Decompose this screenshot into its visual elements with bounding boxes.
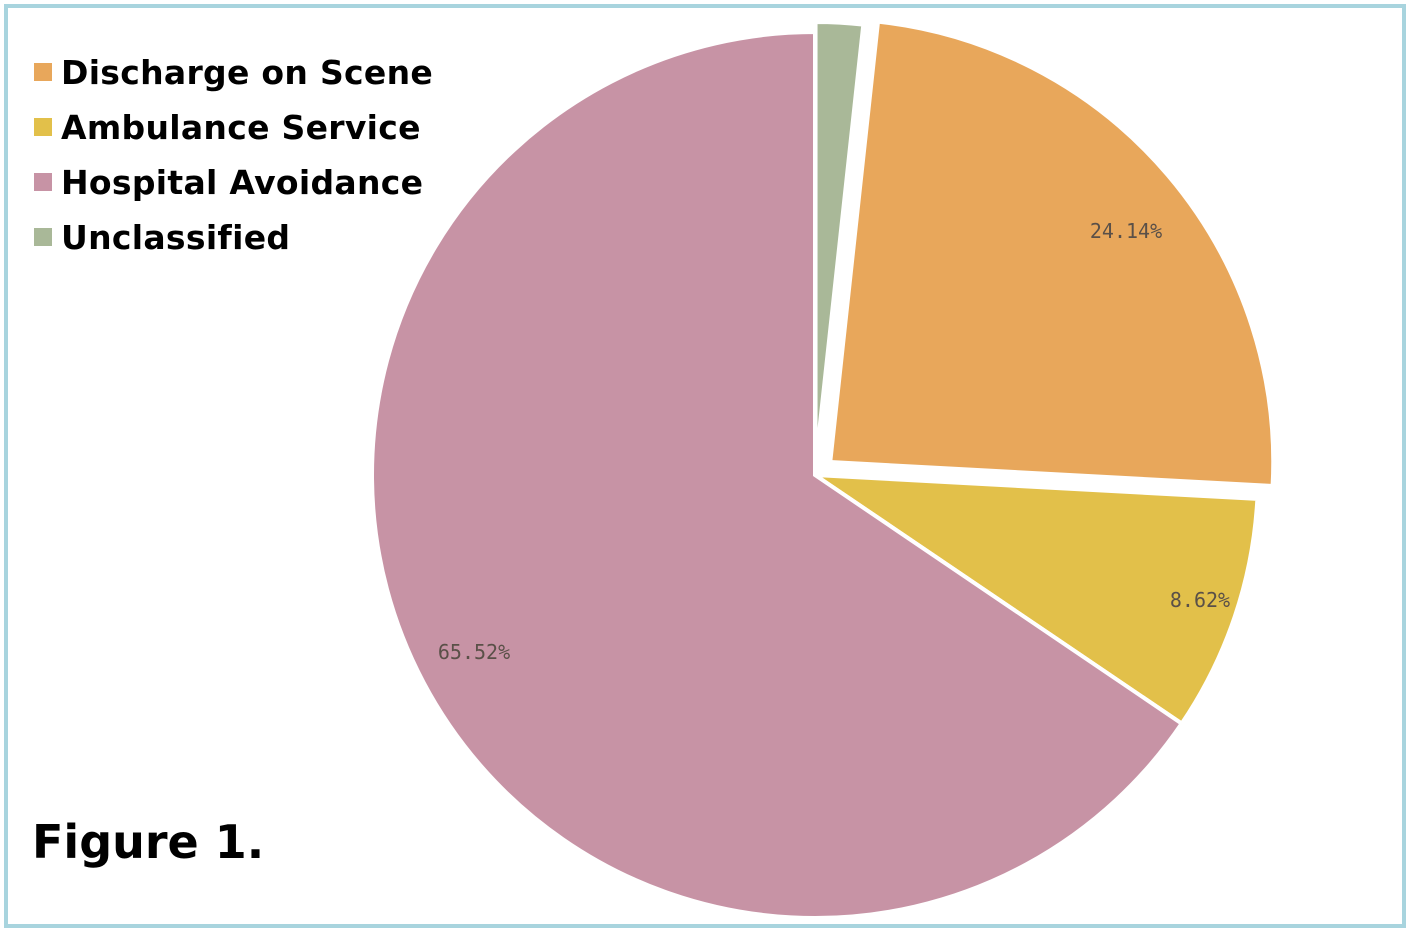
legend-swatch-icon [34, 228, 52, 246]
legend-item-unclassified: Unclassified [34, 217, 433, 257]
legend-label: Discharge on Scene [61, 52, 434, 92]
pie-slice-unclassified [813, 20, 866, 466]
legend-swatch-icon [34, 118, 52, 136]
pie-slice-discharge-on-scene [828, 19, 1276, 489]
pie-value-labels: 24.14% 8.62% 65.52% [438, 219, 1230, 664]
slice-value-label: 8.62% [1170, 588, 1230, 612]
legend-item-ambulance-service: Ambulance Service [34, 107, 433, 147]
legend-item-hospital-avoidance: Hospital Avoidance [34, 162, 433, 202]
legend-label: Ambulance Service [61, 107, 421, 147]
legend-label: Hospital Avoidance [61, 162, 424, 202]
legend-label: Unclassified [61, 217, 291, 257]
legend-item-discharge-on-scene: Discharge on Scene [34, 52, 434, 92]
pie-slices [370, 19, 1276, 920]
pie-slice-ambulance-service [807, 472, 1260, 727]
legend-swatch-icon [34, 63, 52, 81]
slice-value-label: 65.52% [438, 640, 510, 664]
legend-swatch-icon [34, 173, 52, 191]
slice-value-label: 24.14% [1090, 219, 1162, 243]
chart-legend: Discharge on Scene Ambulance Service Hos… [34, 52, 434, 274]
figure-caption: Figure 1. [32, 815, 265, 869]
pie-slice-hospital-avoidance [370, 29, 1185, 920]
